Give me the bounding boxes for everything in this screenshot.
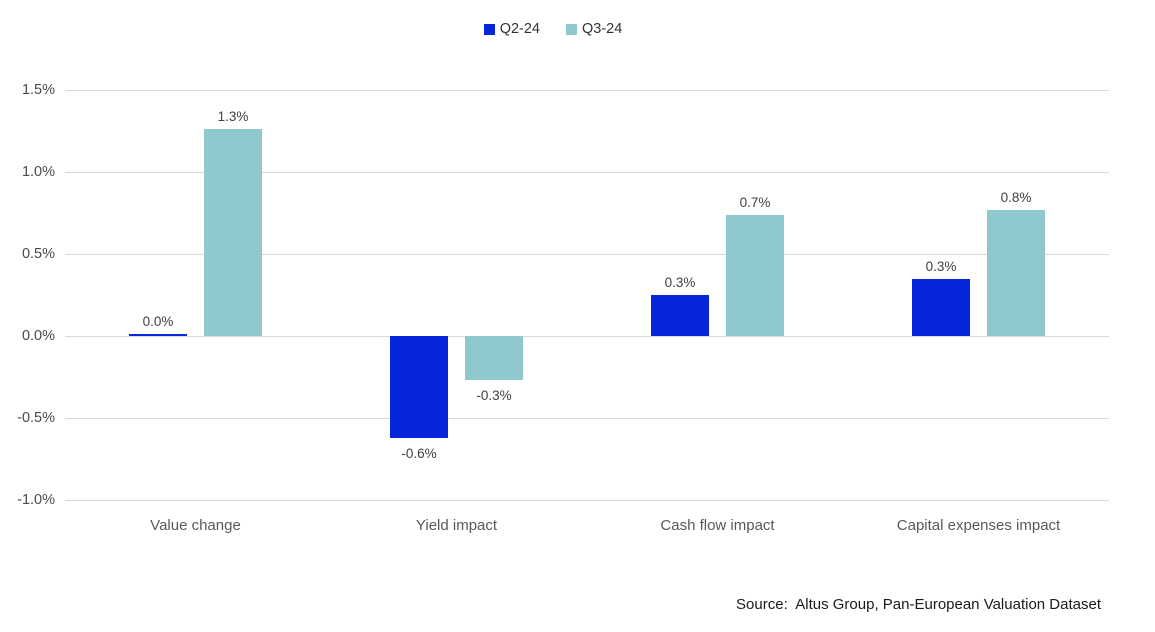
bar-q2-24 bbox=[129, 333, 187, 336]
y-axis-tick-label: -1.0% bbox=[17, 492, 55, 508]
y-axis-tick-label: 0.0% bbox=[21, 328, 55, 344]
gridline bbox=[65, 500, 1109, 501]
gridline bbox=[65, 90, 1109, 91]
bar-q3-24 bbox=[987, 209, 1045, 336]
x-axis-category-label: Capital expenses impact bbox=[896, 517, 1061, 534]
bar-value-label: 0.3% bbox=[925, 258, 957, 274]
source-note: Source: Altus Group, Pan-European Valuat… bbox=[736, 596, 1101, 613]
gridline bbox=[65, 254, 1109, 255]
x-axis-category-label: Value change bbox=[150, 517, 241, 534]
bar-value-label: 0.0% bbox=[142, 313, 174, 329]
gridline bbox=[65, 336, 1109, 337]
legend-item-q2-24: Q2-24 bbox=[483, 21, 540, 37]
legend-swatch-q3-24-icon bbox=[566, 24, 577, 35]
bar-q2-24 bbox=[390, 336, 448, 438]
gridline bbox=[65, 418, 1109, 419]
y-axis-tick-label: -0.5% bbox=[17, 410, 55, 426]
bar-q3-24 bbox=[726, 214, 784, 336]
bar-value-label: 0.7% bbox=[739, 194, 771, 210]
y-axis-tick-label: 0.5% bbox=[21, 246, 55, 262]
x-axis-category-label: Yield impact bbox=[415, 517, 498, 534]
x-axis-category-label: Cash flow impact bbox=[660, 517, 775, 534]
gridline bbox=[65, 172, 1109, 173]
bar-value-label: -0.6% bbox=[401, 445, 437, 461]
y-axis-tick-label: 1.0% bbox=[21, 164, 55, 180]
bar-value-label: 1.3% bbox=[217, 109, 249, 125]
legend-label: Q3-24 bbox=[582, 21, 623, 37]
bar-value-label: 0.3% bbox=[664, 275, 696, 290]
legend-swatch-q2-24-icon bbox=[483, 24, 495, 35]
bar-q2-24 bbox=[651, 295, 709, 336]
bar-value-label: 0.8% bbox=[1000, 189, 1032, 205]
bar-q3-24 bbox=[204, 129, 262, 336]
legend-item-q3-24: Q3-24 bbox=[566, 22, 622, 37]
legend-label: Q2-24 bbox=[499, 21, 540, 37]
chart-legend: Q2-24 Q3-24 bbox=[0, 22, 1106, 37]
bar-q3-24 bbox=[465, 336, 523, 381]
bar-value-label: -0.3% bbox=[476, 388, 512, 404]
y-axis-tick-label: 1.5% bbox=[21, 82, 55, 98]
bar-q2-24 bbox=[912, 278, 970, 336]
